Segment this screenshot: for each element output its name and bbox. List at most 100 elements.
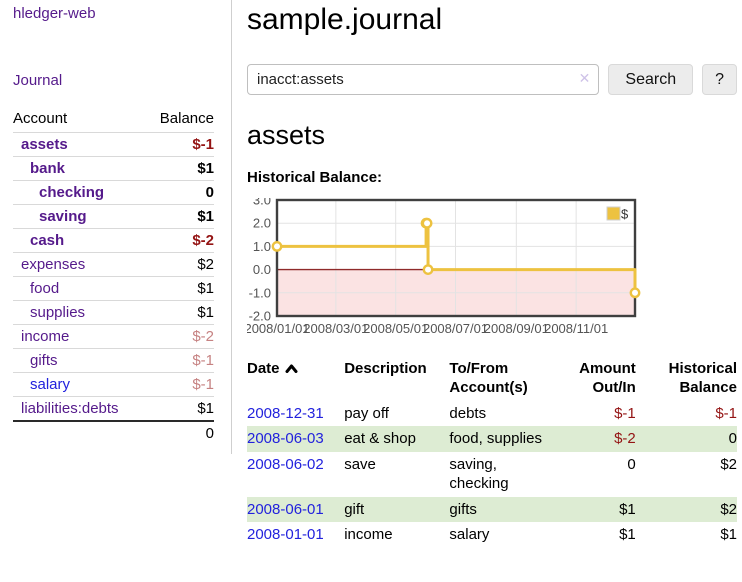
account-link[interactable]: gifts — [30, 352, 58, 369]
register-header-date[interactable]: Date — [247, 358, 344, 401]
transaction-amount: $1 — [619, 526, 636, 544]
transaction-description: income — [344, 526, 393, 544]
accounts-header-balance: Balance — [159, 110, 214, 127]
chart-container: $3.0 2.0 1.0 0.0 -1.0 -2.0 2008/01/01 2008/03/0… — [247, 198, 737, 342]
svg-text:1.0: 1.0 — [253, 239, 271, 254]
account-link[interactable]: checking — [39, 184, 105, 201]
main-content: sample.journal ✕ Search ? assets Histori… — [232, 0, 742, 548]
transaction-description: pay off — [344, 404, 389, 422]
transaction-row[interactable]: 2008-01-01 income salary $1 $1 — [247, 522, 737, 548]
account-row: food $1 — [13, 276, 214, 301]
svg-text:2008/09/01: 2008/09/01 — [484, 321, 549, 336]
page-title: sample.journal — [247, 3, 443, 36]
account-link[interactable]: cash — [30, 232, 65, 249]
account-row: assets $-1 — [13, 132, 214, 157]
transaction-date-link[interactable]: 2008-06-02 — [247, 455, 324, 473]
transaction-description: save — [344, 455, 376, 473]
account-balance: $-1 — [145, 348, 214, 373]
account-balance: $1 — [145, 204, 214, 229]
help-button[interactable]: ? — [702, 64, 737, 95]
search-form: ✕ Search ? — [247, 64, 737, 95]
page: hledger-web Journal Account Balance asse… — [0, 0, 742, 548]
svg-text:$: $ — [621, 207, 629, 222]
svg-text:2.0: 2.0 — [253, 216, 271, 231]
account-row: liabilities:debts $1 — [13, 396, 214, 421]
search-button[interactable]: Search — [608, 64, 694, 95]
transaction-row[interactable]: 2008-06-01 gift gifts $1 $2 — [247, 496, 737, 523]
app-title-link[interactable]: hledger-web — [13, 5, 96, 22]
transaction-row[interactable]: 2008-12-31 pay off debts $-1 $-1 — [247, 401, 737, 427]
transaction-accounts: salary — [449, 526, 490, 544]
search-input[interactable] — [247, 64, 600, 95]
transaction-accounts: saving, checking — [449, 455, 509, 493]
transaction-description: gift — [344, 496, 450, 523]
historical-balance-chart[interactable]: $3.0 2.0 1.0 0.0 -1.0 -2.02008/01/012008/03/0… — [247, 198, 641, 342]
transaction-date-link[interactable]: 2008-06-03 — [247, 430, 324, 448]
account-row: income $-2 — [13, 324, 214, 349]
sidebar-item-journal[interactable]: Journal — [13, 72, 63, 89]
account-row: bank $1 — [13, 156, 214, 181]
sort-ascending-icon — [285, 360, 298, 379]
transaction-accounts: debts — [449, 404, 487, 422]
account-link[interactable]: salary — [30, 376, 71, 393]
register-header-balance: Historical Balance — [668, 360, 737, 397]
account-link[interactable]: saving — [39, 208, 87, 225]
transaction-balance: $2 — [643, 496, 737, 523]
account-row: salary $-1 — [13, 372, 214, 397]
transaction-amount: $1 — [561, 496, 644, 523]
transaction-row[interactable]: 2008-06-03 eat & shop food, supplies $-2… — [247, 426, 737, 452]
transaction-date-link[interactable]: 2008-12-31 — [247, 404, 324, 422]
account-link[interactable]: income — [21, 328, 70, 345]
svg-text:2008/01/01: 2008/01/01 — [247, 321, 310, 336]
account-rows: assets $-1 bank $1 checking — [13, 132, 214, 421]
accounts-total: 0 — [145, 420, 214, 446]
transaction-row[interactable]: 2008-06-02 save saving, checking 0 $2 — [247, 452, 737, 497]
accounts-header-account: Account — [13, 110, 68, 127]
register-header-accounts: To/From Account(s) — [449, 360, 528, 397]
account-balance: $-1 — [145, 372, 214, 397]
account-balance: $1 — [145, 156, 214, 181]
clear-search-icon[interactable]: ✕ — [578, 70, 591, 86]
svg-text:3.0: 3.0 — [253, 198, 271, 208]
accounts-table: Account Balance assets $-1 ban — [13, 107, 214, 446]
account-heading: assets — [247, 120, 326, 150]
transaction-amount: $-2 — [561, 426, 644, 452]
svg-text:2008/03/01: 2008/03/01 — [303, 321, 368, 336]
transaction-amount: $-1 — [614, 404, 636, 422]
transaction-date-link[interactable]: 2008-06-01 — [247, 500, 324, 518]
register-header-row: Date Description To/From Account(s) Amou… — [247, 358, 737, 401]
register-header-amount: Amount Out/In — [579, 360, 636, 397]
register-header-description: Description — [344, 360, 427, 378]
account-balance: $-2 — [145, 324, 214, 349]
svg-text:-1.0: -1.0 — [249, 286, 271, 301]
sidebar: hledger-web Journal Account Balance asse… — [0, 0, 232, 454]
transaction-balance: $1 — [720, 526, 737, 544]
svg-text:0.0: 0.0 — [253, 262, 271, 277]
account-link[interactable]: expenses — [21, 256, 86, 273]
account-row: saving $1 — [13, 204, 214, 229]
transaction-balance: $2 — [720, 455, 737, 473]
account-link[interactable]: supplies — [30, 304, 86, 321]
svg-text:-2.0: -2.0 — [249, 309, 271, 324]
account-balance: $2 — [145, 252, 214, 277]
transaction-date-link[interactable]: 2008-01-01 — [247, 526, 324, 544]
account-row: checking 0 — [13, 180, 214, 205]
account-balance: $-2 — [145, 228, 214, 253]
account-balance: $1 — [145, 300, 214, 325]
transaction-description: eat & shop — [344, 426, 450, 452]
account-balance: 0 — [145, 180, 214, 205]
account-row: cash $-2 — [13, 228, 214, 253]
account-balance: $1 — [145, 276, 214, 301]
account-link[interactable]: assets — [21, 136, 68, 153]
register-table: Date Description To/From Account(s) Amou… — [247, 358, 737, 548]
transaction-accounts: gifts — [449, 496, 562, 523]
account-row: expenses $2 — [13, 252, 214, 277]
chart-title: Historical Balance: — [247, 169, 383, 187]
search-box: ✕ — [247, 64, 600, 95]
account-link[interactable]: bank — [30, 160, 66, 177]
account-link[interactable]: liabilities:debts — [21, 400, 119, 417]
svg-text:2008/05/01: 2008/05/01 — [363, 321, 428, 336]
account-link[interactable]: food — [30, 280, 60, 297]
account-row: supplies $1 — [13, 300, 214, 325]
account-balance: $-1 — [145, 132, 214, 157]
